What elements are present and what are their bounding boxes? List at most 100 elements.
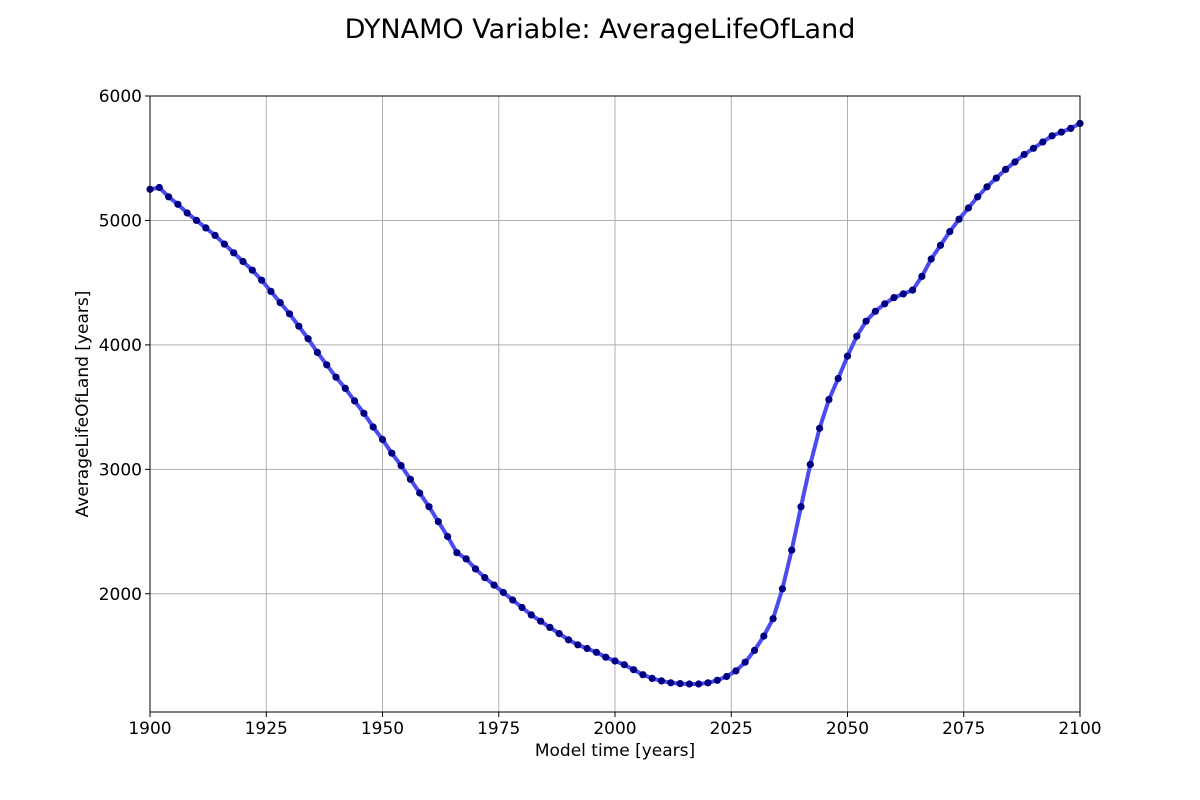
data-point	[248, 266, 256, 274]
data-point	[453, 549, 461, 557]
data-point	[620, 661, 628, 669]
data-point	[1067, 124, 1075, 132]
data-point	[323, 361, 331, 369]
data-point	[397, 462, 405, 470]
data-point	[211, 231, 219, 239]
data-point	[388, 449, 396, 457]
data-point	[202, 224, 210, 232]
data-point	[509, 596, 517, 604]
y-axis: 2000 3000 4000 5000 6000	[99, 87, 150, 605]
data-point	[258, 276, 266, 284]
data-point	[546, 623, 554, 632]
data-point	[760, 632, 768, 640]
grid	[149, 95, 1081, 712]
data-point	[806, 460, 814, 468]
data-point	[165, 193, 173, 201]
data-point	[1057, 128, 1065, 136]
data-point	[750, 646, 759, 655]
x-tick-label: 2025	[710, 719, 753, 739]
x-tick-label: 1925	[245, 719, 288, 739]
data-point	[155, 183, 163, 192]
data-point	[425, 503, 433, 511]
data-point	[583, 644, 591, 653]
x-axis-label: Model time [years]	[535, 741, 695, 761]
x-tick-label: 1975	[477, 719, 520, 739]
data-point	[360, 409, 368, 417]
data-point	[955, 215, 963, 223]
data-point	[332, 373, 340, 381]
data-point	[230, 249, 238, 257]
data-point	[899, 290, 907, 298]
data-point	[555, 630, 563, 638]
data-point	[406, 475, 414, 483]
data-point	[695, 680, 703, 688]
data-point	[909, 286, 917, 294]
data-point	[602, 653, 610, 661]
data-point	[834, 374, 842, 383]
y-tick-label: 6000	[99, 87, 142, 107]
x-tick-label: 1950	[361, 719, 404, 739]
data-point	[295, 322, 303, 330]
data-point	[611, 657, 619, 665]
y-tick-label: 4000	[99, 336, 142, 356]
y-tick-label: 5000	[99, 211, 142, 231]
data-point	[816, 424, 824, 432]
data-point	[890, 294, 898, 302]
data-point	[285, 310, 294, 318]
data-point	[369, 423, 377, 431]
x-tick-label: 2075	[942, 719, 985, 739]
data-point	[639, 671, 647, 679]
data-point	[741, 658, 749, 666]
data-point	[1048, 132, 1056, 140]
data-point	[788, 546, 796, 554]
data-point	[825, 396, 833, 404]
data-point	[537, 617, 545, 625]
data-point	[564, 636, 573, 644]
data-point	[527, 611, 535, 619]
chart-title: DYNAMO Variable: AverageLifeOfLand	[345, 14, 856, 45]
data-point	[769, 615, 777, 623]
data-point	[276, 299, 284, 307]
data-point	[174, 200, 182, 208]
data-point	[667, 679, 675, 687]
x-tick-label: 1900	[128, 719, 171, 739]
data-point	[192, 216, 201, 224]
data-point	[843, 352, 852, 360]
y-tick-label: 2000	[99, 585, 142, 605]
x-tick-label: 2100	[1058, 719, 1101, 739]
data-point	[918, 272, 926, 280]
data-point	[434, 518, 442, 526]
data-point	[983, 183, 991, 191]
data-point	[927, 255, 935, 263]
x-axis: 1900 1925 1950 1975 2000 2025 2050 2075 2100	[128, 712, 1102, 739]
data-point	[267, 287, 275, 295]
data-point	[630, 666, 638, 674]
data-point	[239, 257, 247, 266]
y-tick-label: 3000	[99, 460, 142, 480]
data-point	[183, 209, 191, 217]
data-point	[676, 680, 684, 688]
data-point	[713, 676, 721, 684]
data-point	[648, 674, 656, 683]
x-tick-label: 2000	[593, 719, 636, 739]
data-point	[490, 581, 498, 589]
data-point	[499, 588, 507, 597]
data-point	[946, 228, 954, 236]
data-point	[471, 565, 480, 573]
data-point	[444, 532, 452, 541]
data-point	[964, 204, 973, 212]
series-layer	[146, 119, 1084, 688]
data-point	[341, 384, 349, 392]
x-tick-label: 2050	[826, 719, 869, 739]
data-point	[416, 489, 424, 497]
data-point	[304, 335, 312, 343]
data-point	[862, 317, 870, 325]
data-point	[1020, 150, 1028, 159]
data-point	[992, 174, 1000, 182]
data-point	[797, 503, 805, 511]
data-point	[1039, 138, 1047, 146]
data-point	[881, 300, 889, 308]
data-point	[220, 240, 228, 248]
data-point	[685, 680, 694, 688]
